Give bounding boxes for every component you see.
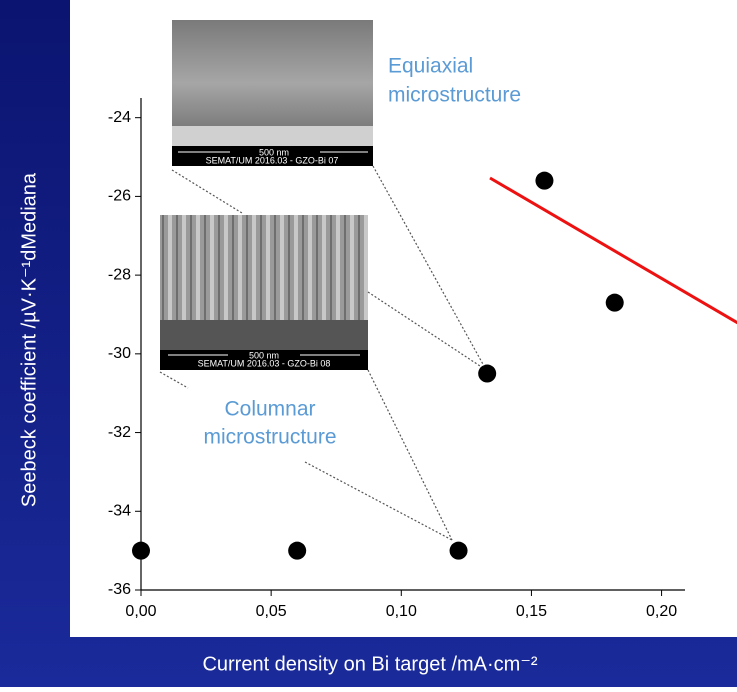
y-axis-label: Seebeck coefficient /µV·K⁻¹dMediana: [18, 172, 40, 507]
annotation: microstructure: [388, 84, 521, 107]
x-tick-label: 0,00: [125, 603, 156, 620]
sem-image: 500 nm SEMAT/UM 2016.03 - GZO-Bi 08: [160, 215, 368, 370]
x-axis-label: Current density on Bi target /mA·cm⁻²: [202, 653, 537, 675]
point: [132, 542, 150, 560]
annotation: microstructure: [203, 426, 336, 449]
x-tick-label: 0,15: [516, 603, 547, 620]
sem-caption: SEMAT/UM 2016.03 - GZO-Bi 08: [198, 358, 331, 368]
x-tick-label: 0,05: [256, 603, 287, 620]
point: [288, 542, 306, 560]
y-tick-label: -34: [108, 502, 131, 519]
x-tick-label: 0,20: [646, 603, 677, 620]
sem-caption: SEMAT/UM 2016.03 - GZO-Bi 07: [206, 155, 339, 165]
page: -36 -34 -32 -30 -28 -26 -24 0,00 0,05 0,10 0,15 0,2…: [0, 0, 737, 687]
annotation: Columnar: [224, 398, 315, 421]
annotation: Equiaxial: [388, 55, 473, 78]
point: [478, 365, 496, 383]
y-tick-label: -28: [108, 266, 131, 283]
point: [606, 294, 624, 312]
y-tick-label: -30: [108, 345, 131, 362]
slide: -36 -34 -32 -30 -28 -26 -24 0,00 0,05 0,10 0,15 0,2…: [0, 0, 737, 687]
y-tick-label: -32: [108, 424, 131, 441]
point: [535, 172, 553, 190]
y-tick-label: -24: [108, 109, 131, 126]
y-tick-label: -36: [108, 581, 131, 598]
x-tick-label: 0,10: [386, 603, 417, 620]
y-tick-label: -26: [108, 188, 131, 205]
point: [450, 542, 468, 560]
sem-image: 500 nm SEMAT/UM 2016.03 - GZO-Bi 07: [172, 20, 373, 166]
